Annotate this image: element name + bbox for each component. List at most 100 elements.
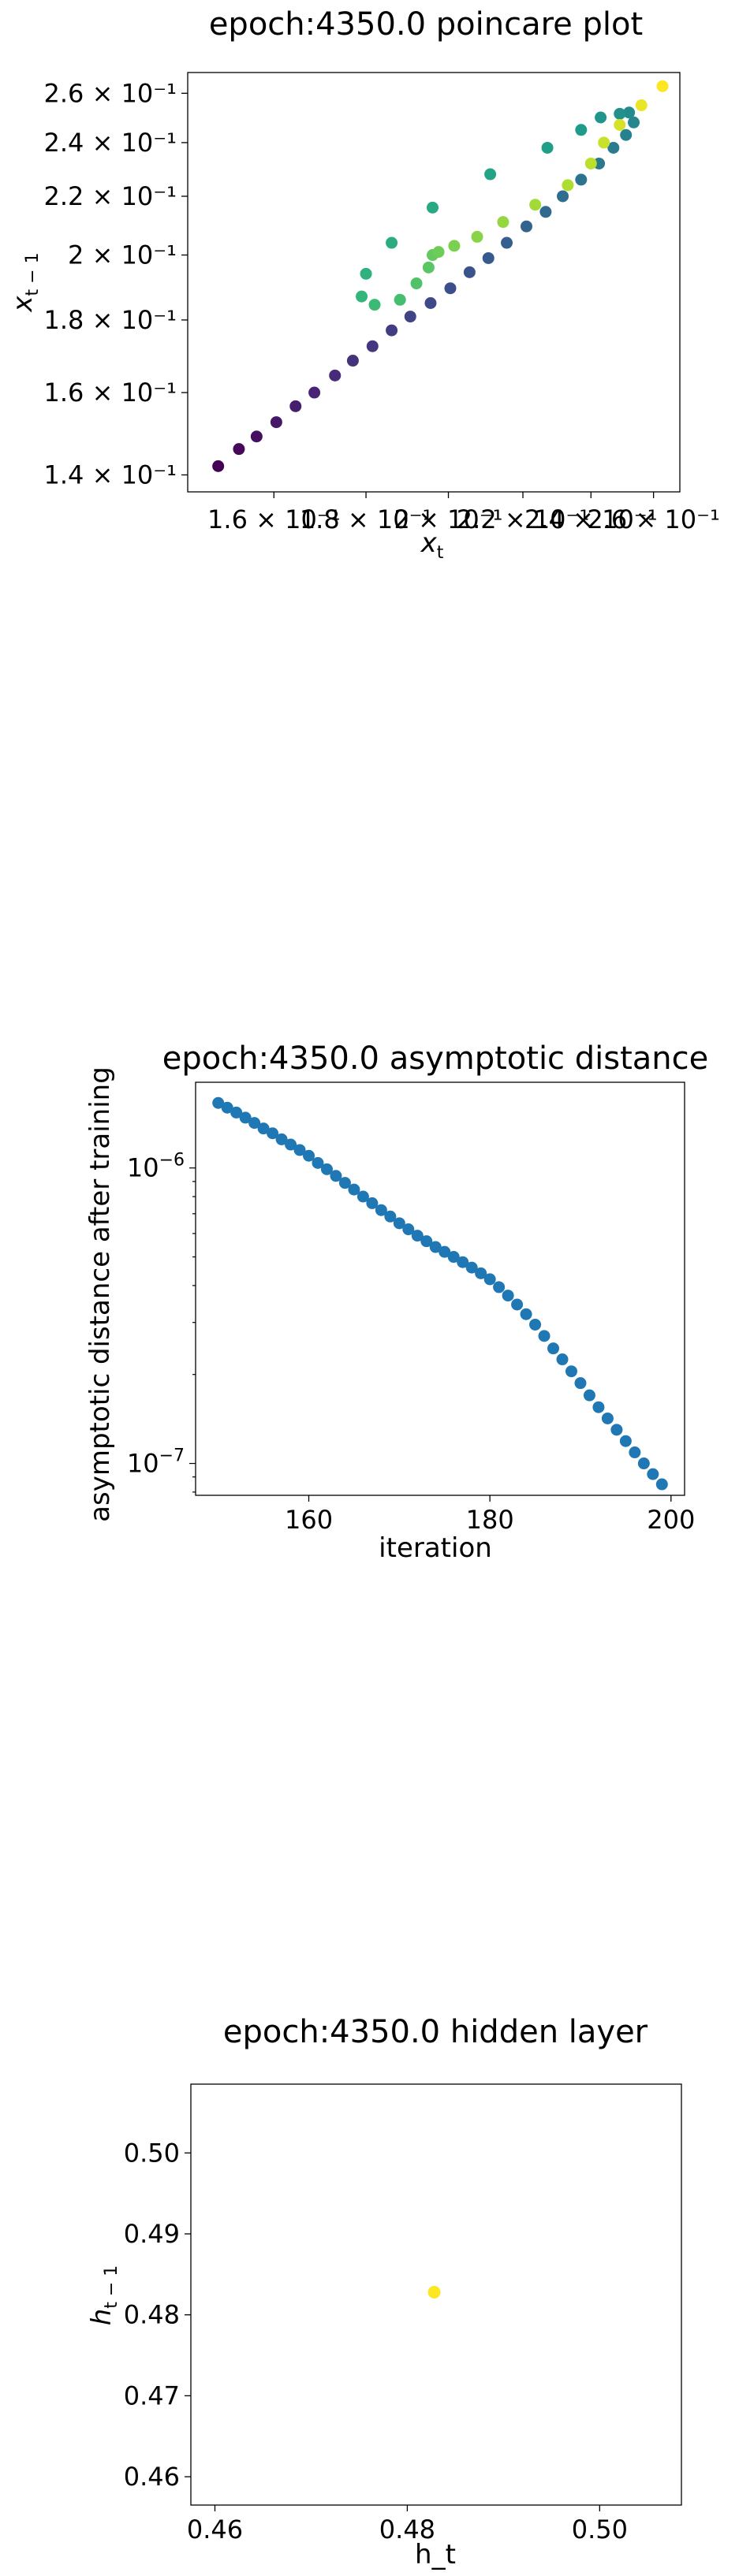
poincare-point bbox=[575, 173, 588, 186]
poincare-point bbox=[360, 267, 372, 280]
asymptotic-point bbox=[529, 1318, 542, 1331]
poincare-point bbox=[346, 355, 359, 367]
hidden-layer-ticks: 0.46 0.48 0.50 0.46 0.47 0.48 0.49 0.50 bbox=[124, 2138, 628, 2544]
asymptotic-point bbox=[637, 1457, 650, 1470]
hidden-layer-y-tick-label: 0.48 bbox=[124, 2300, 180, 2330]
asymptotic-point bbox=[285, 1138, 297, 1151]
asymptotic-point bbox=[267, 1127, 279, 1140]
asymptotic-point bbox=[375, 1204, 387, 1216]
asymptotic-point bbox=[393, 1217, 405, 1230]
asymptotic-point bbox=[330, 1170, 342, 1182]
poincare-point bbox=[529, 199, 542, 211]
poincare-point bbox=[482, 251, 495, 264]
asymptotic-plot-frame bbox=[195, 1081, 685, 1496]
asymptotic-point bbox=[239, 1111, 252, 1124]
asymptotic-y-tick-label: 10−7 bbox=[127, 1446, 185, 1479]
asymptotic-x-tick-label: 180 bbox=[466, 1505, 514, 1535]
poincare-points bbox=[212, 80, 669, 472]
poincare-point bbox=[614, 107, 626, 120]
asymptotic-point bbox=[312, 1156, 324, 1169]
poincare-title: epoch:4350.0 poincare plot bbox=[209, 6, 643, 43]
poincare-point bbox=[444, 282, 457, 295]
hidden-layer-x-tick-label: 0.50 bbox=[572, 2515, 628, 2544]
poincare-point bbox=[463, 266, 476, 278]
asymptotic-point bbox=[429, 1241, 442, 1253]
asymptotic-point bbox=[574, 1377, 587, 1390]
poincare-point bbox=[484, 168, 497, 181]
poincare-point bbox=[593, 157, 606, 169]
poincare-x-tick-label: 2.6 × 10⁻¹ bbox=[587, 504, 719, 534]
poincare-x-tick-label: 1.8 × 10⁻¹ bbox=[300, 504, 432, 534]
asymptotic-x-tick-label: 160 bbox=[285, 1505, 333, 1535]
poincare-point bbox=[598, 136, 610, 149]
poincare-point bbox=[270, 416, 282, 429]
asymptotic-title: epoch:4350.0 asymptotic distance bbox=[162, 1040, 709, 1077]
asymptotic-point bbox=[493, 1281, 506, 1294]
hidden-layer-xlabel: h_t bbox=[415, 2539, 456, 2570]
asymptotic-point bbox=[411, 1230, 424, 1242]
asymptotic-point bbox=[402, 1223, 415, 1236]
asymptotic-point bbox=[538, 1330, 551, 1342]
poincare-point bbox=[539, 206, 552, 218]
poincare-point bbox=[356, 290, 368, 303]
hidden-layer-y-tick-label: 0.50 bbox=[124, 2138, 180, 2168]
poincare-point bbox=[497, 216, 509, 229]
asymptotic-x-tick-label: 200 bbox=[647, 1505, 695, 1535]
poincare-point bbox=[289, 400, 302, 412]
poincare-point bbox=[308, 386, 321, 399]
poincare-ticks: 1.6 × 10⁻¹1.8 × 10⁻¹2 × 10⁻¹2.2 × 10⁻¹2.… bbox=[44, 78, 720, 534]
poincare-x-tick-label: 2 × 10⁻¹ bbox=[394, 504, 503, 534]
poincare-y-tick-label: 1.8 × 10⁻¹ bbox=[44, 305, 177, 335]
asymptotic-point bbox=[338, 1177, 351, 1189]
asymptotic-point bbox=[610, 1424, 623, 1436]
hidden-layer-x-tick-label: 0.46 bbox=[187, 2515, 243, 2544]
asymptotic-point bbox=[655, 1478, 668, 1491]
hidden-layer-x-tick-label: 0.48 bbox=[379, 2515, 435, 2544]
poincare-y-tick-label: 1.6 × 10⁻¹ bbox=[44, 378, 177, 408]
poincare-y-tick-label: 2.2 × 10⁻¹ bbox=[44, 181, 177, 211]
asymptotic-point bbox=[230, 1106, 243, 1119]
poincare-point bbox=[607, 141, 620, 154]
asymptotic-xlabel: iteration bbox=[379, 1532, 492, 1564]
asymptotic-ylabel: asymptotic distance after training bbox=[84, 1067, 116, 1522]
asymptotic-point bbox=[629, 1446, 641, 1459]
poincare-point bbox=[656, 80, 669, 92]
poincare-point bbox=[386, 324, 398, 337]
asymptotic-point bbox=[303, 1149, 315, 1162]
poincare-y-tick-label: 2 × 10⁻¹ bbox=[68, 240, 177, 270]
poincare-y-tick-label: 2.6 × 10⁻¹ bbox=[44, 78, 177, 108]
asymptotic-point bbox=[275, 1133, 288, 1145]
poincare-ylabel: xt − 1 bbox=[7, 252, 43, 312]
asymptotic-point bbox=[565, 1365, 577, 1378]
asymptotic-point bbox=[447, 1251, 460, 1264]
poincare-point bbox=[471, 230, 483, 243]
asymptotic-point bbox=[356, 1190, 369, 1203]
poincare-point bbox=[410, 277, 423, 290]
poincare-point bbox=[584, 157, 597, 169]
poincare-y-tick-label: 1.4 × 10⁻¹ bbox=[44, 460, 177, 490]
asymptotic-point bbox=[502, 1290, 514, 1302]
poincare-point bbox=[575, 124, 588, 136]
asymptotic-point bbox=[384, 1210, 397, 1223]
poincare-point bbox=[250, 430, 263, 443]
hidden-layer-panel: epoch:4350.0 hidden layer 0.46 0.48 0.500.… bbox=[86, 2014, 682, 2570]
poincare-x-tick-label: 1.6 × 10⁻¹ bbox=[207, 504, 340, 534]
poincare-point bbox=[394, 293, 406, 306]
asymptotic-point bbox=[320, 1163, 333, 1175]
asymptotic-point bbox=[465, 1261, 478, 1274]
asymptotic-point bbox=[647, 1468, 659, 1480]
poincare-point bbox=[541, 141, 554, 154]
poincare-point bbox=[386, 236, 398, 249]
hidden-layer-ylabel: ht − 1 bbox=[86, 2265, 121, 2326]
poincare-x-tick-label: 2.2 × 10⁻¹ bbox=[457, 504, 589, 534]
asymptotic-point bbox=[257, 1122, 270, 1135]
poincare-point bbox=[432, 246, 445, 259]
poincare-point bbox=[424, 296, 437, 309]
poincare-plot-frame bbox=[187, 72, 681, 493]
poincare-point bbox=[635, 99, 648, 112]
asymptotic-point bbox=[619, 1435, 632, 1447]
poincare-point bbox=[501, 236, 513, 249]
asymptotic-panel: epoch:4350.0 asymptotic distance 160 180 2… bbox=[84, 1040, 708, 1564]
hidden-layer-y-tick-label: 0.47 bbox=[124, 2381, 180, 2410]
